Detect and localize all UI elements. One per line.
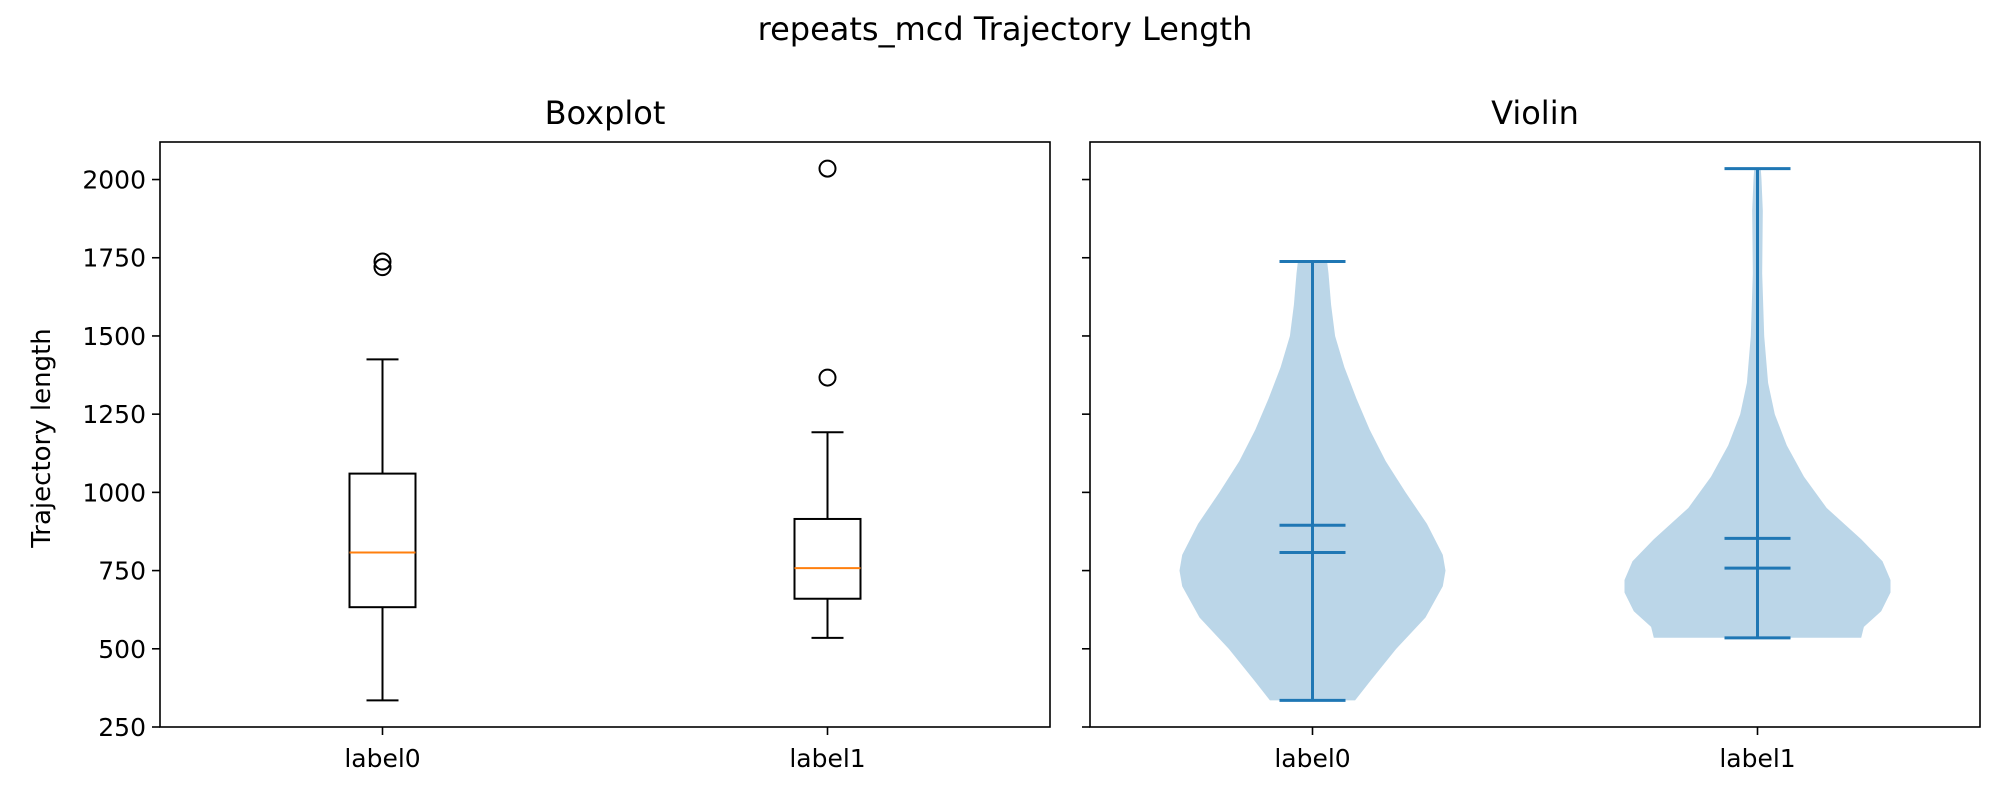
box-ytick-label: 1000 <box>82 478 146 507</box>
violin-label0 <box>1179 260 1446 702</box>
box-xtick-label: label1 <box>789 744 865 773</box>
box-ytick-label: 1750 <box>82 244 146 273</box>
boxplot-panel: Boxplot Trajectory length 250 500 750 1000 1… <box>27 94 1051 773</box>
violin-panel: Violin label0 label1 <box>1082 94 1981 773</box>
box-ytick-label: 1500 <box>82 322 146 351</box>
violin-xtick-label: label1 <box>1719 744 1795 773</box>
boxplot-plot-area <box>348 159 862 702</box>
box-ytick-label: 2000 <box>82 166 146 195</box>
violin-title: Violin <box>1491 94 1579 132</box>
box-ytick-label: 1250 <box>82 400 146 429</box>
box-ytick-label: 500 <box>98 635 146 664</box>
iqr-box <box>348 472 417 609</box>
boxplot-ylabel: Trajectory length <box>27 328 57 549</box>
boxplot-x-axis: label0 label1 <box>344 727 866 773</box>
box-label1 <box>793 159 862 639</box>
violin-y-axis <box>1082 178 1090 728</box>
iqr-box <box>793 517 862 600</box>
violin-frame <box>1089 141 1981 728</box>
boxplot-y-axis: 250 500 750 1000 1250 1500 1750 2000 <box>82 166 160 742</box>
box-ytick-label: 250 <box>98 713 146 742</box>
violin-label1 <box>1624 167 1891 640</box>
outlier-point <box>818 368 837 387</box>
figure-title: repeats_mcd Trajectory Length <box>758 10 1253 48</box>
violin-plot-area <box>1179 167 1891 702</box>
violin-xtick-label: label0 <box>1274 744 1350 773</box>
outlier-point <box>373 252 392 271</box>
box-xtick-label: label0 <box>344 744 420 773</box>
box-label0 <box>348 252 417 702</box>
boxplot-frame <box>159 141 1051 728</box>
outlier-point <box>373 258 392 277</box>
boxplot-title: Boxplot <box>545 94 666 132</box>
outlier-point <box>818 159 837 178</box>
violin-x-axis: label0 label1 <box>1274 727 1796 773</box>
box-ytick-label: 750 <box>98 557 146 586</box>
